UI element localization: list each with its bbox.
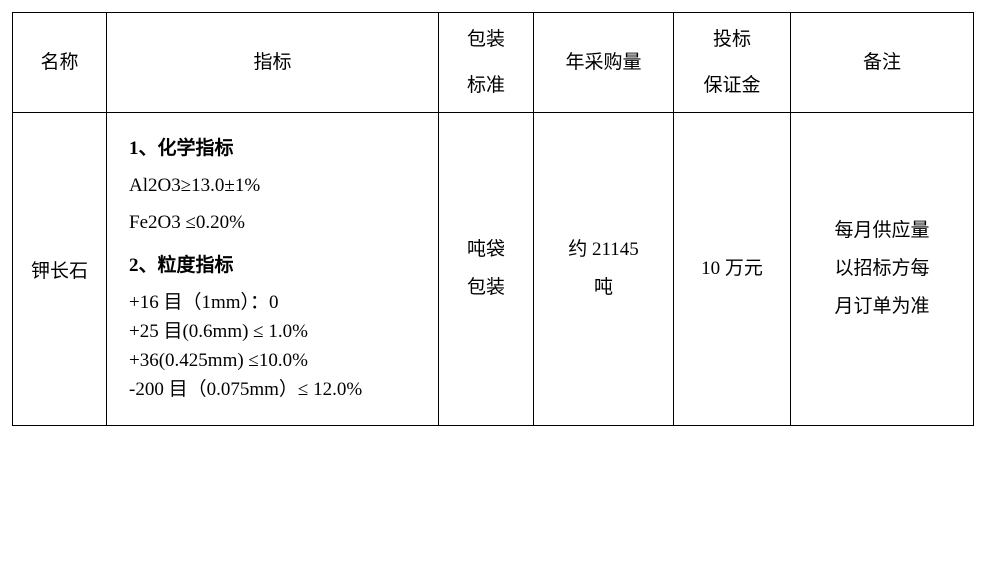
col-header-bond-line2: 保证金 — [703, 75, 760, 96]
cell-qty-line2: 吨 — [594, 277, 613, 298]
cell-qty-line1: 约 21145 — [568, 239, 639, 260]
col-header-bond-line1: 投标 — [713, 29, 751, 50]
cell-pack-line2: 包装 — [467, 277, 505, 298]
col-header-pack-line2: 标准 — [467, 75, 505, 96]
spec-gran1: +16 目（1mm）：0 — [129, 293, 422, 312]
col-header-spec: 指标 — [107, 13, 439, 113]
col-header-name: 名称 — [13, 13, 107, 113]
table-row: 钾长石 1、化学指标 Al2O3≥13.0±1% Fe2O3 ≤0.20% 2、… — [13, 113, 974, 426]
cell-note-line2: 以招标方每 — [834, 258, 929, 279]
col-header-bond: 投标 保证金 — [674, 13, 791, 113]
spec-chem1: Al2O3≥13.0±1% — [129, 176, 422, 195]
col-header-pack-line1: 包装 — [467, 29, 505, 50]
spec-gran2: +25 目(0.6mm) ≤ 1.0% — [129, 322, 422, 341]
cell-spec: 1、化学指标 Al2O3≥13.0±1% Fe2O3 ≤0.20% 2、粒度指标… — [107, 113, 439, 426]
cell-bond: 10 万元 — [674, 113, 791, 426]
col-header-pack: 包装 标准 — [439, 13, 534, 113]
cell-pack-line1: 吨袋 — [467, 239, 505, 260]
cell-qty: 约 21145 吨 — [534, 113, 674, 426]
cell-note-line1: 每月供应量 — [834, 220, 929, 241]
table-header: 名称 指标 包装 标准 年采购量 投标 保证金 备注 — [13, 13, 974, 113]
cell-note: 每月供应量 以招标方每 月订单为准 — [791, 113, 974, 426]
spec-section2-title: 2、粒度指标 — [129, 256, 422, 275]
cell-note-line3: 月订单为准 — [834, 296, 929, 317]
spec-gran4: -200 目（0.075mm）≤ 12.0% — [129, 380, 422, 399]
procurement-spec-table: 名称 指标 包装 标准 年采购量 投标 保证金 备注 钾长石 1、化学指标 Al… — [12, 12, 974, 426]
table-header-row: 名称 指标 包装 标准 年采购量 投标 保证金 备注 — [13, 13, 974, 113]
spec-section1-title: 1、化学指标 — [129, 139, 422, 158]
spec-gran3: +36(0.425mm) ≤10.0% — [129, 351, 422, 370]
spec-chem2: Fe2O3 ≤0.20% — [129, 213, 422, 232]
cell-name: 钾长石 — [13, 113, 107, 426]
col-header-note: 备注 — [791, 13, 974, 113]
col-header-qty: 年采购量 — [534, 13, 674, 113]
cell-pack: 吨袋 包装 — [439, 113, 534, 426]
